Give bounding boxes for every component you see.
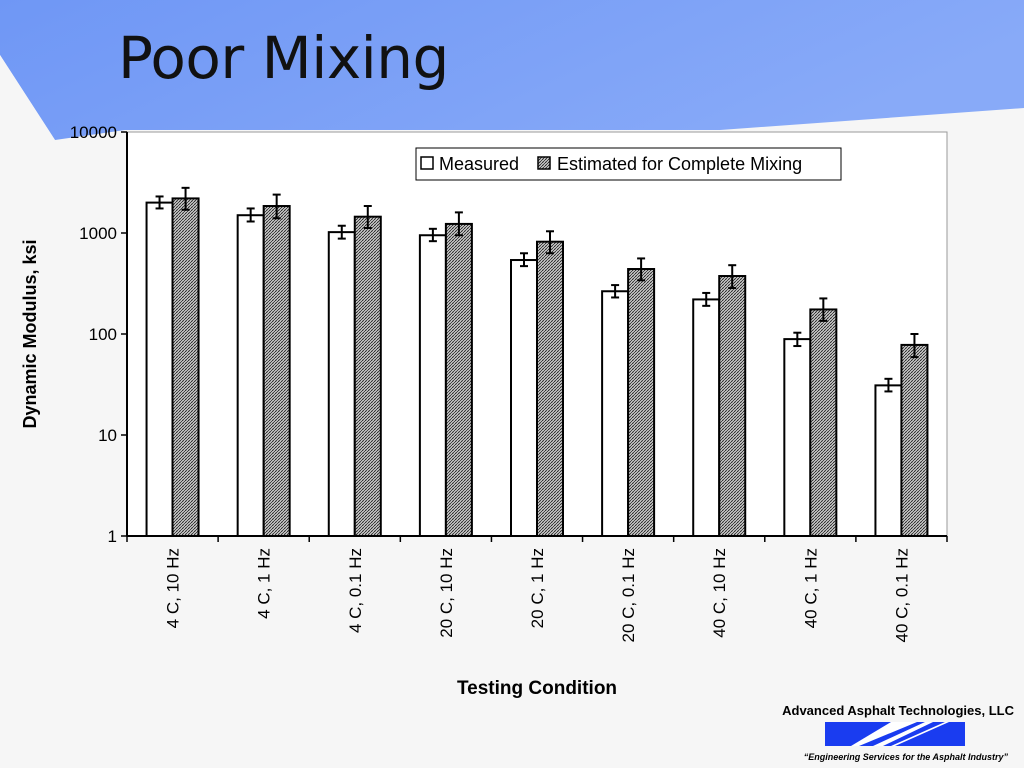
bar-estimated — [536, 240, 564, 537]
error-bar — [181, 186, 190, 211]
bar-measured — [601, 290, 630, 537]
error-bar — [454, 211, 463, 237]
bar-measured — [783, 338, 812, 537]
error-bar — [637, 257, 646, 282]
slide-title: Poor Mixing — [118, 24, 449, 92]
error-bar — [819, 297, 828, 322]
legend-swatch-measured — [420, 156, 434, 170]
error-bar — [337, 224, 346, 240]
bar-measured — [418, 234, 447, 537]
y-tick-label: 1 — [108, 527, 117, 546]
bar-measured — [510, 259, 538, 537]
legend-label-estimated: Estimated for Complete Mixing — [557, 154, 802, 174]
bar-estimated — [262, 205, 291, 537]
error-bar — [702, 291, 711, 307]
bar-measured — [692, 298, 721, 537]
legend-swatch-estimated — [537, 156, 551, 170]
x-tick-label: 4 C, 0.1 Hz — [346, 548, 365, 633]
bar-estimated — [809, 308, 838, 537]
y-tick-label: 10 — [98, 426, 117, 445]
error-bar — [611, 284, 620, 299]
x-tick-label: 40 C, 0.1 Hz — [892, 548, 911, 643]
error-bar — [363, 205, 372, 230]
x-tick-label: 4 C, 10 Hz — [164, 548, 183, 628]
error-bar — [546, 230, 554, 255]
legend-label-measured: Measured — [439, 154, 519, 174]
error-bar — [246, 207, 255, 223]
company-tagline: “Engineering Services for the Asphalt In… — [803, 752, 1008, 762]
x-tick-label: 20 C, 1 Hz — [528, 548, 547, 628]
error-bar — [884, 377, 893, 393]
x-tick-label: 20 C, 0.1 Hz — [619, 548, 638, 643]
y-axis-title: Dynamic Modulus, ksi — [20, 239, 40, 428]
bar-estimated — [171, 197, 200, 537]
error-bar — [155, 195, 164, 210]
legend-box — [415, 147, 842, 181]
bar-estimated — [353, 215, 382, 537]
bar-measured — [145, 201, 174, 537]
bar-estimated — [627, 268, 656, 537]
error-bar — [910, 333, 919, 359]
bar-measured — [236, 214, 265, 537]
bar-estimated — [718, 275, 747, 537]
y-tick-label: 1000 — [79, 224, 117, 243]
error-bar — [272, 193, 281, 220]
x-tick-label: 40 C, 10 Hz — [710, 548, 729, 638]
bar-estimated — [900, 343, 929, 537]
header-band — [0, 0, 1024, 140]
error-bar — [520, 252, 528, 268]
error-bar — [428, 227, 437, 243]
company-name: Advanced Asphalt Technologies, LLC — [782, 703, 1014, 718]
error-bar — [793, 331, 802, 348]
company-logo — [825, 722, 965, 746]
x-tick-label: 4 C, 1 Hz — [255, 548, 274, 619]
bar-measured — [327, 231, 356, 537]
x-axis-title: Testing Condition — [457, 678, 617, 699]
bar-estimated — [444, 222, 473, 537]
legend: Measured Estimated for Complete Mixing — [415, 147, 842, 181]
error-bar — [728, 264, 737, 290]
bar-measured — [874, 384, 903, 537]
x-tick-label: 40 C, 1 Hz — [801, 548, 820, 628]
y-tick-label: 100 — [89, 325, 117, 344]
x-tick-label: 20 C, 10 Hz — [437, 548, 456, 638]
y-tick-label: 10000 — [70, 123, 117, 142]
